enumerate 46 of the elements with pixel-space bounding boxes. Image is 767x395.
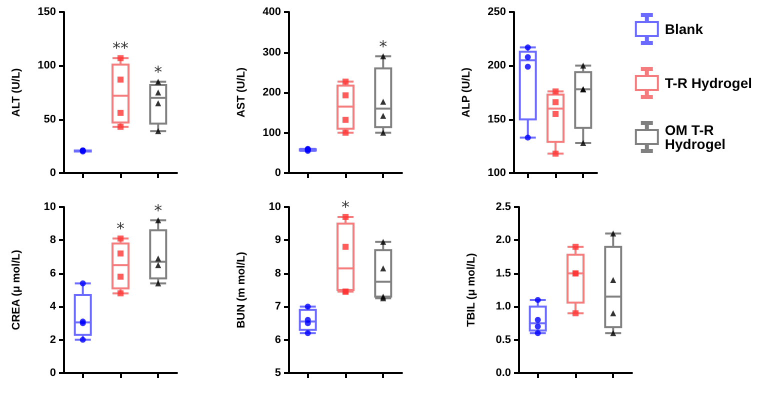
y-tick-label: 400 — [262, 6, 281, 18]
text: * — [116, 219, 124, 238]
legend-label: T-R Hydrogel — [664, 75, 752, 91]
y-tick-label: 0 — [274, 167, 281, 179]
y-tick-label: 6 — [50, 267, 56, 280]
y-tick-label: 1.5 — [496, 267, 511, 280]
y-tick-label: 300 — [262, 46, 281, 58]
y-tick-label: 100 — [488, 167, 506, 179]
y-axis-title: ALT (U/L) — [10, 68, 22, 117]
y-tick-label: 2.5 — [496, 201, 511, 213]
legend-label: Blank — [664, 21, 704, 37]
y-tick-label: 2.0 — [496, 234, 511, 246]
y-axis-title: BUN (m mol/L) — [236, 251, 248, 328]
y-tick-label: 200 — [262, 86, 281, 98]
y-tick-label: 6 — [274, 334, 281, 346]
y-axis-title: AST (U/L) — [236, 67, 248, 118]
y-tick-label: 4 — [50, 300, 57, 313]
y-axis-title: ALP (U/L) — [460, 67, 472, 118]
y-tick-label: 150 — [38, 6, 56, 18]
text: * — [379, 36, 388, 56]
y-tick-label: 0 — [50, 167, 56, 179]
text: * — [154, 62, 162, 82]
y-tick-label: 0.0 — [496, 367, 511, 379]
text: * — [154, 200, 162, 220]
y-tick-label: 8 — [50, 234, 56, 246]
y-tick-label: 7 — [274, 300, 281, 313]
legend-label: OM T-R Hydrogel — [664, 122, 726, 152]
y-tick-label: 200 — [488, 60, 506, 72]
y-tick-label: 5 — [274, 367, 281, 379]
text: ** — [112, 38, 128, 58]
y-tick-label: 9 — [274, 234, 281, 246]
y-tick-label: 50 — [44, 113, 56, 126]
y-tick-label: 1.0 — [496, 300, 511, 313]
y-tick-label: 10 — [44, 201, 56, 213]
y-tick-label: 100 — [262, 126, 281, 139]
y-axis-title: TBIL (μ mol/L) — [466, 252, 478, 327]
y-axis-title: CREA (μ mol/L) — [10, 250, 22, 330]
y-tick-label: 0 — [50, 367, 56, 379]
y-tick-label: 100 — [38, 60, 56, 72]
y-tick-label: 150 — [488, 113, 506, 126]
y-tick-label: 10 — [268, 201, 281, 213]
text: * — [342, 197, 350, 216]
y-tick-label: 8 — [274, 267, 281, 280]
y-tick-label: 0.5 — [496, 334, 511, 346]
y-tick-label: 2 — [50, 334, 56, 346]
y-tick-label: 250 — [488, 6, 506, 18]
